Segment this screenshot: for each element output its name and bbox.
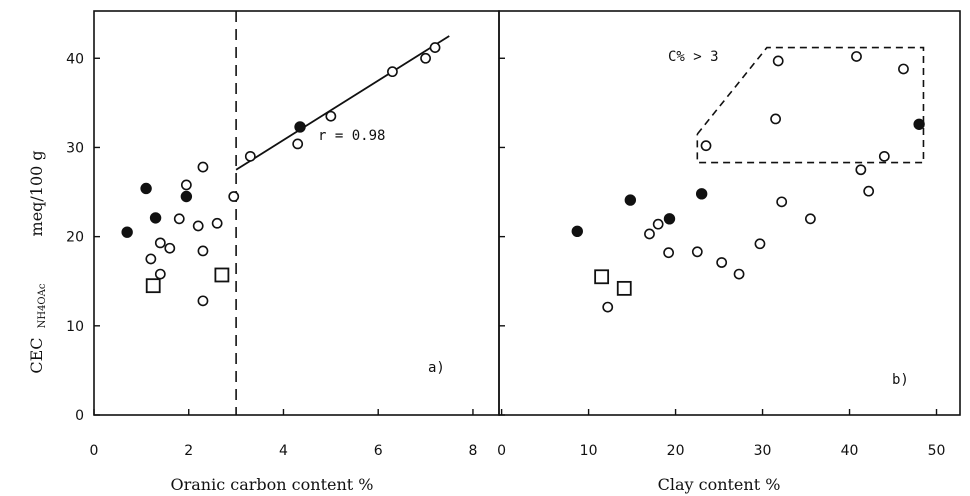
panel-a-point-filled-circle xyxy=(149,212,162,224)
svg-text:CEC NH4OAc meq/100: CEC NH4OAc meq/100 g xyxy=(27,150,49,373)
panel-b-point-open-circle xyxy=(602,301,614,313)
panel-a-point-open-circle xyxy=(180,179,192,191)
panel-a-x-axis-label: Oranic carbon content % xyxy=(170,475,373,494)
panel-b-point-filled-circle xyxy=(695,188,708,200)
panel-b-point-open-square xyxy=(616,280,632,296)
panel-a-x-tick-label: 0 xyxy=(90,443,99,459)
y-axis-label-subscript: NH4OAc xyxy=(37,283,48,328)
y-tick-label: 30 xyxy=(66,140,84,156)
y-tick-label: 40 xyxy=(66,51,84,67)
correlation-annotation: r = 0.98 xyxy=(318,128,385,144)
panel-a-point-filled-circle xyxy=(140,182,152,195)
panel-a-label: a) xyxy=(428,360,445,376)
panel-b-point-open-circle xyxy=(716,257,728,268)
panel-b-x-tick-label: 30 xyxy=(754,443,772,459)
panel-b-point-open-circle xyxy=(776,196,788,208)
panel-a-point-open-circle xyxy=(197,245,209,257)
panel-a-point-filled-circle xyxy=(180,190,193,203)
panel-b-frame xyxy=(498,10,961,416)
y-axis-label-unit: meq/100 g xyxy=(27,150,46,236)
panel-b-point-open-circle xyxy=(663,247,675,259)
panel-a-x-tick-label: 2 xyxy=(184,443,193,459)
panel-b-point-open-circle xyxy=(851,51,862,62)
panel-b-point-filled-circle xyxy=(624,194,637,206)
panel-b-x-tick-label: 0 xyxy=(497,443,506,459)
panel-a-point-open-circle xyxy=(211,217,223,229)
panel-a-x-tick-label: 4 xyxy=(279,443,288,459)
panel-a-x-tick-label: 6 xyxy=(374,443,383,459)
panel-b-x-tick-label: 40 xyxy=(841,443,859,459)
panel-b-label: b) xyxy=(892,372,909,388)
panel-a-point-open-circle xyxy=(145,253,157,265)
panel-b-point-open-circle xyxy=(898,63,909,75)
panel-b-point-open-circle xyxy=(644,228,655,240)
panel-a-point-open-circle xyxy=(244,150,256,162)
panel-b-point-open-circle xyxy=(878,150,890,162)
panel-b-point-open-circle xyxy=(733,268,745,280)
panel-b-x-tick-label: 20 xyxy=(667,443,685,459)
y-tick-label: 20 xyxy=(66,230,84,246)
panel-a-x-tick-label: 8 xyxy=(468,443,477,459)
panel-b-point-open-square xyxy=(594,269,610,285)
panel-b-x-axis-label: Clay content % xyxy=(658,475,781,494)
panel-a-point-open-circle xyxy=(325,110,337,122)
carbon-threshold-annotation: C% > 3 xyxy=(668,49,719,65)
panel-b-point-filled-circle xyxy=(913,118,925,130)
panel-b-point-open-circle xyxy=(700,140,712,152)
panel-a-point-open-circle xyxy=(292,138,304,150)
panel-a-point-open-square xyxy=(214,267,230,283)
y-tick-label: 0 xyxy=(75,408,84,424)
panel-a-point-open-circle xyxy=(429,42,441,53)
panel-a-point-open-circle xyxy=(164,242,176,254)
panel-a-point-open-circle xyxy=(154,268,166,280)
panel-b-point-filled-circle xyxy=(663,213,676,225)
panel-b-point-open-circle xyxy=(770,113,781,125)
panel-a-point-open-circle xyxy=(154,237,166,249)
panel-b-point-open-circle xyxy=(652,218,664,230)
panel-b-x-tick-label: 10 xyxy=(580,443,598,459)
panel-a-point-open-circle xyxy=(197,161,209,173)
y-tick-label: 10 xyxy=(66,319,84,335)
regression-line xyxy=(235,35,450,171)
panel-b-point-open-circle xyxy=(754,238,766,250)
panel-a-point-open-circle xyxy=(192,220,204,232)
panel-a-point-open-square xyxy=(145,278,161,294)
panel-a-point-filled-circle xyxy=(294,121,306,133)
panel-a-point-open-circle xyxy=(197,295,209,307)
panel-b-point-open-circle xyxy=(691,246,703,258)
high-carbon-enclosure xyxy=(696,46,925,164)
y-axis-label-main: CEC xyxy=(27,338,46,374)
y-axis-label: CEC NH4OAc meq/100 g xyxy=(27,150,49,373)
panel-b-point-filled-circle xyxy=(571,225,583,237)
panel-b-point-open-circle xyxy=(855,164,867,176)
panel-a-point-open-circle xyxy=(420,52,431,64)
panel-a-point-filled-circle xyxy=(121,226,133,238)
panel-a-point-open-circle xyxy=(173,213,185,225)
panel-b-point-open-circle xyxy=(863,185,875,197)
panel-b-point-open-circle xyxy=(804,213,816,225)
panel-b-point-open-circle xyxy=(772,55,784,67)
panel-a-point-open-circle xyxy=(387,66,398,78)
panel-b-x-tick-label: 50 xyxy=(928,443,946,459)
panel-a-point-open-circle xyxy=(228,191,240,202)
